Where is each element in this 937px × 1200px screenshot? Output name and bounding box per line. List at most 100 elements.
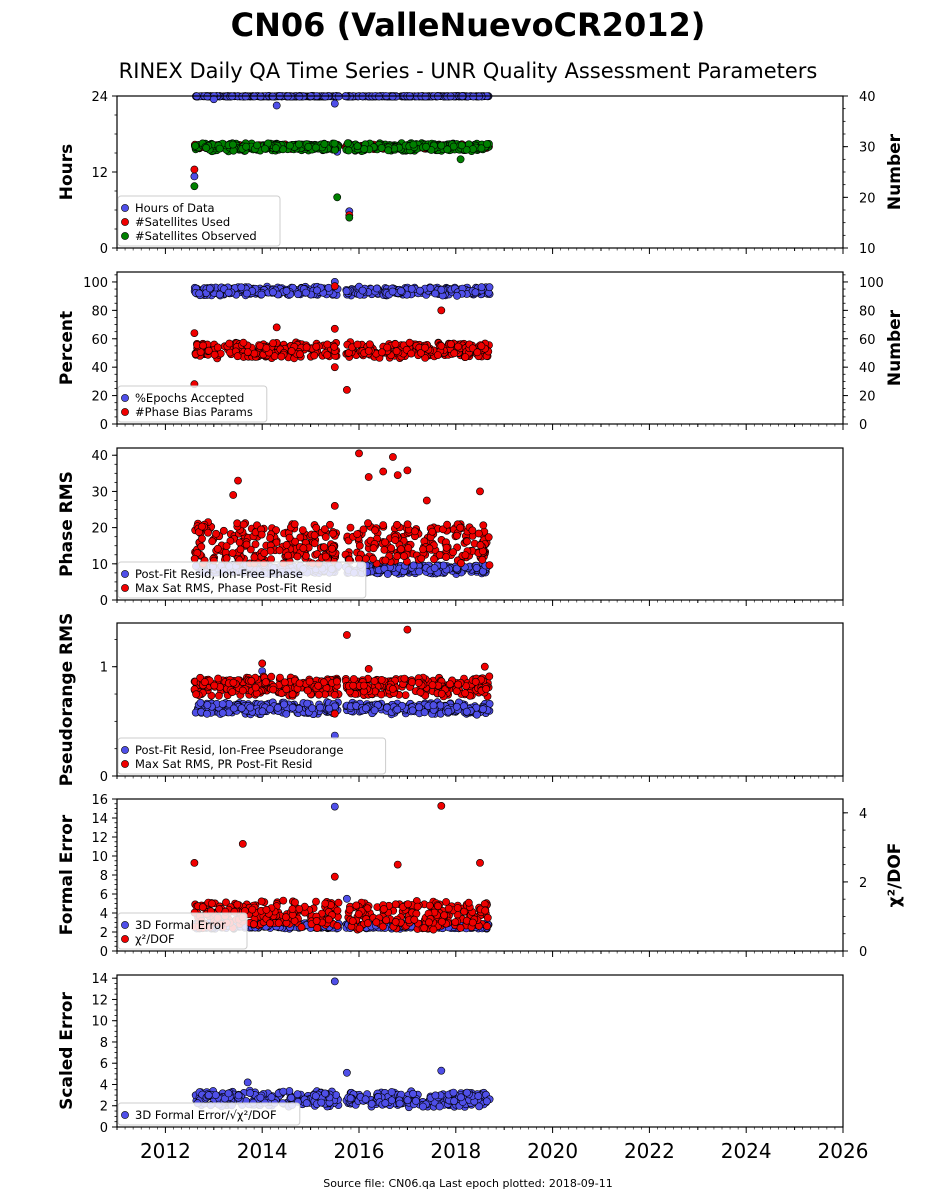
series-points [190,625,494,740]
data-point [332,1091,340,1099]
outlier-point [190,182,199,191]
outlier-point [393,860,402,869]
data-point [369,544,378,553]
data-point [359,681,368,690]
data-point [288,690,297,699]
data-point [393,520,401,529]
y-tick-label: 12 [91,831,108,846]
data-point [203,701,212,709]
data-point [274,919,283,927]
data-point [210,350,219,359]
data-point [431,289,440,298]
data-point [416,688,425,697]
data-point [198,903,207,912]
data-point [242,289,251,298]
data-point [370,706,379,715]
data-point [310,531,319,540]
y-tick-label: 0 [100,418,108,433]
outlier-point [330,282,339,291]
y-right-tick-label: 30 [859,141,876,156]
outlier-point [403,466,412,475]
y-axis-label: Pseudorange RMS [57,613,77,787]
y-tick-label: 0 [100,945,108,960]
data-point [473,348,482,357]
y-tick-label: 100 [83,276,108,291]
data-point [299,544,308,553]
data-point [377,676,386,684]
data-point [485,561,494,569]
data-point [279,896,288,905]
data-point [415,286,424,295]
data-point [320,140,329,148]
data-point [253,141,261,150]
data-point [363,919,372,928]
data-point [457,559,465,568]
data-point [218,709,227,717]
series-green [190,139,493,222]
data-point [407,284,416,293]
data-point [277,352,286,361]
data-point [222,898,230,907]
data-point [302,343,311,352]
y-tick-label: 0 [100,770,108,785]
data-point [468,918,477,927]
data-point [361,554,370,563]
data-point [422,142,430,151]
data-point [288,905,297,913]
legend: Hours of Data#Satellites Used#Satellites… [117,195,281,247]
data-point [282,541,291,549]
data-point [214,691,223,700]
data-point [224,288,233,297]
data-point [285,533,294,542]
data-point [481,906,489,915]
data-point [266,534,274,542]
y-tick-label: 14 [91,812,108,827]
data-point [461,353,470,361]
data-point [296,350,304,359]
outlier-point [355,449,363,458]
data-point [430,555,438,564]
outlier-point [209,95,218,104]
data-point [361,704,370,713]
panel-2: 020406080100020406080100NumberPercent%Ep… [57,271,905,433]
data-point [450,1097,458,1105]
data-point [397,545,405,554]
data-point [323,340,332,349]
data-point [437,917,446,926]
figure-subtitle: RINEX Daily QA Time Series - UNR Quality… [119,59,818,83]
data-point [204,528,212,537]
data-point [452,687,461,696]
data-point [380,546,389,554]
outlier-point [330,709,339,718]
data-point [248,905,257,914]
data-point [437,341,446,350]
data-point [415,567,423,576]
data-point [213,343,222,352]
data-point [405,338,414,347]
data-point [266,705,274,713]
data-point [243,348,252,356]
data-point [403,900,412,909]
data-point [321,552,330,561]
data-point [233,519,242,528]
outlier-point [364,665,373,673]
data-point [321,899,330,908]
data-point [291,537,299,546]
data-point [372,284,381,293]
data-point [359,525,368,534]
data-point [381,538,389,547]
data-point [452,702,461,711]
data-point [237,283,246,292]
data-point [311,143,320,152]
y-tick-label: 6 [100,888,108,903]
data-point [202,143,211,152]
data-point [400,552,408,560]
legend-marker [121,584,129,592]
data-point [269,339,277,348]
outlier-point [330,802,339,811]
data-point [365,340,374,349]
data-point [219,526,228,535]
data-point [479,705,487,714]
data-point [236,545,245,554]
